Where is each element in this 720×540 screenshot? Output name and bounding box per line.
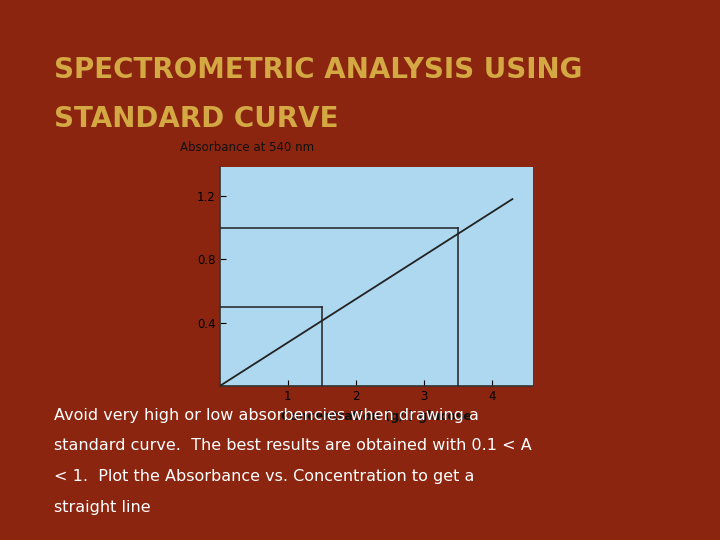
Text: STANDARD CURVE: STANDARD CURVE xyxy=(54,105,338,133)
Text: Avoid very high or low absorbencies when drawing a: Avoid very high or low absorbencies when… xyxy=(54,408,479,423)
Text: straight line: straight line xyxy=(54,500,150,515)
Text: SPECTROMETRIC ANALYSIS USING: SPECTROMETRIC ANALYSIS USING xyxy=(54,56,582,84)
Text: standard curve.  The best results are obtained with 0.1 < A: standard curve. The best results are obt… xyxy=(54,438,532,454)
Text: Absorbance at 540 nm: Absorbance at 540 nm xyxy=(180,141,314,154)
X-axis label: Concentration (g/l) glucose: Concentration (g/l) glucose xyxy=(281,410,472,423)
Text: < 1.  Plot the Absorbance vs. Concentration to get a: < 1. Plot the Absorbance vs. Concentrati… xyxy=(54,469,474,484)
